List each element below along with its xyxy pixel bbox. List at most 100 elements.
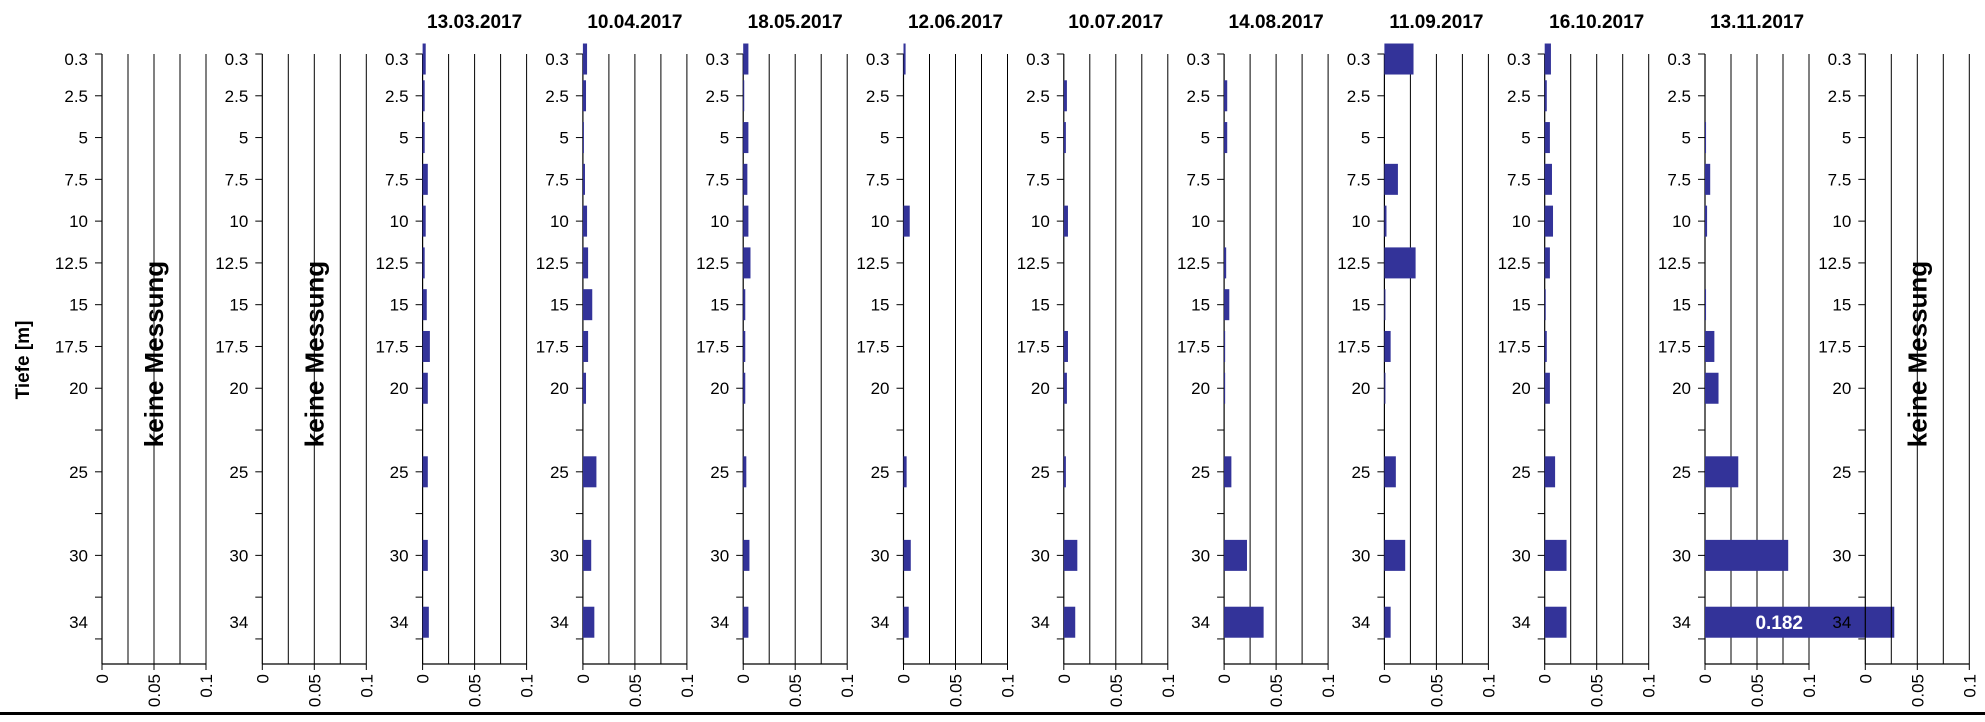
y-tick-label: 15 [229,296,248,315]
y-tick-label: 25 [390,463,409,482]
x-tick-label: 0.05 [305,674,324,707]
y-tick-label: 20 [1031,379,1050,398]
y-tick-label: 0.3 [385,50,409,69]
y-tick-label: 34 [229,613,248,632]
y-tick-label: 34 [710,613,729,632]
data-bar [582,43,588,75]
x-tick-label: 0.05 [1908,674,1927,707]
data-bar [1384,372,1386,404]
y-tick-label: 20 [69,379,88,398]
y-tick-label: 12.5 [1017,254,1050,273]
y-tick-label: 15 [1351,296,1370,315]
data-bar [1544,372,1550,404]
y-tick-label: 12.5 [536,254,569,273]
panel-date-title: 18.05.2017 [748,12,843,33]
y-tick-label: 34 [1031,613,1050,632]
data-bar [743,372,746,404]
x-tick-label: 0.1 [1640,674,1659,698]
y-tick-label: 7.5 [225,170,249,189]
y-tick-label: 12.5 [55,254,88,273]
data-bar [743,456,747,488]
y-tick-label: 2.5 [1186,87,1210,106]
x-tick-label: 0.1 [1479,674,1498,698]
y-tick-label: 15 [1512,296,1531,315]
y-tick-label: 2.5 [1828,87,1852,106]
x-tick-label: 0.1 [1159,674,1178,698]
x-tick-label: 0 [414,674,433,683]
data-label: 0.182 [1755,613,1803,634]
y-tick-label: 0.3 [225,50,249,69]
x-tick-label: 0 [93,674,112,683]
y-tick-label: 17.5 [1017,337,1050,356]
y-tick-label: 0.3 [1507,50,1531,69]
y-tick-label: 17.5 [55,337,88,356]
data-bar [422,80,425,112]
data-bar [1063,606,1076,638]
data-bar [743,163,748,195]
no-measurement-label: keine Messung [1902,261,1932,447]
y-tick-label: 12.5 [1818,254,1851,273]
data-bar [743,122,749,154]
data-bar [1544,80,1547,112]
y-tick-label: 10 [390,212,409,231]
y-tick-label: 12.5 [1658,254,1691,273]
y-tick-label: 25 [229,463,248,482]
y-tick-label: 10 [1351,212,1370,231]
data-bar [582,456,597,488]
y-tick-label: 25 [1191,463,1210,482]
x-tick-label: 0.1 [1319,674,1338,698]
data-bar [1705,456,1739,488]
y-tick-label: 2.5 [1667,87,1691,106]
data-bar [1384,456,1396,488]
y-tick-label: 5 [79,129,88,148]
data-bar [1224,122,1228,154]
data-bar [1224,80,1228,112]
data-bar [903,205,910,237]
y-tick-label: 34 [1832,613,1851,632]
data-bar [1544,330,1547,362]
y-tick-label: 5 [1682,129,1691,148]
data-bar [903,539,911,571]
data-bar [1224,372,1226,404]
no-measurement-label: keine Messung [299,261,329,447]
data-bar [582,539,592,571]
y-tick-label: 0.3 [1828,50,1852,69]
y-tick-label: 30 [710,546,729,565]
y-tick-label: 25 [1351,463,1370,482]
data-bar [1705,539,1789,571]
data-bar [1705,122,1707,154]
y-tick-label: 34 [1351,613,1370,632]
y-tick-label: 30 [390,546,409,565]
data-bar [1224,330,1226,362]
data-bar [582,205,588,237]
x-tick-label: 0 [895,674,914,683]
y-tick-label: 10 [710,212,729,231]
panel-date-title: 12.06.2017 [908,12,1003,33]
data-bar [1705,163,1711,195]
data-bar [1705,205,1708,237]
y-tick-label: 20 [390,379,409,398]
y-tick-label: 34 [69,613,88,632]
y-tick-label: 20 [1832,379,1851,398]
x-tick-label: 0.1 [197,674,216,698]
data-bar [1544,606,1567,638]
y-tick-label: 5 [1201,129,1210,148]
y-tick-label: 15 [69,296,88,315]
data-bar [422,247,425,279]
x-tick-label: 0 [1856,674,1875,683]
y-tick-label: 17.5 [536,337,569,356]
y-tick-label: 10 [1512,212,1531,231]
x-tick-label: 0.05 [1588,674,1607,707]
y-tick-label: 10 [550,212,569,231]
y-tick-label: 0.3 [866,50,890,69]
y-tick-label: 25 [1031,463,1050,482]
y-tick-label: 17.5 [215,337,248,356]
y-tick-label: 12.5 [856,254,889,273]
y-tick-label: 0.3 [64,50,88,69]
y-tick-label: 30 [550,546,569,565]
y-tick-label: 20 [1191,379,1210,398]
data-bar [422,330,430,362]
data-bar [903,43,906,75]
data-bar [1224,289,1230,321]
